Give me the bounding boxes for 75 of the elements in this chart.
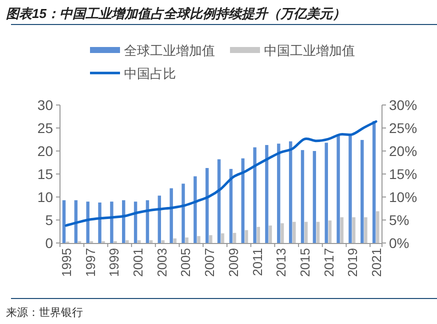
bar (221, 233, 224, 243)
bar (161, 240, 165, 243)
y2-tick-label: 20% (389, 143, 418, 159)
y2-tick-label: 30% (389, 97, 418, 113)
bar (376, 211, 380, 243)
bar (268, 226, 272, 243)
x-tick-label: 2005 (178, 248, 194, 277)
bar (170, 188, 173, 243)
x-tick-label: 2011 (250, 248, 265, 276)
bar (194, 176, 197, 243)
x-tick-label: 2003 (154, 248, 170, 277)
x-tick-label: 1999 (106, 248, 122, 277)
bar (86, 202, 90, 243)
x-tick-label: 2007 (202, 248, 218, 277)
chart-title: 图表15：中国工业增加值占全球比例持续提升（万亿美元） (6, 6, 346, 21)
bar (312, 151, 316, 243)
bar (241, 158, 244, 243)
x-tick-label: 2021 (369, 248, 384, 277)
bar (265, 145, 268, 243)
bar (288, 141, 292, 243)
bar (209, 235, 212, 243)
y2-tick-label: 5% (389, 212, 410, 228)
bar (348, 135, 352, 243)
x-tick-label: 1995 (58, 248, 74, 277)
bar (328, 220, 332, 243)
bar (340, 217, 344, 243)
bar (244, 230, 248, 243)
source-note: 来源：世界银行 (6, 306, 83, 319)
bar (173, 238, 177, 243)
y-tick-label: 10 (37, 189, 54, 205)
bar (126, 240, 129, 243)
bar (372, 121, 376, 243)
bar (364, 217, 368, 243)
bar (352, 217, 356, 243)
bar (149, 240, 153, 243)
x-tick-label: 2013 (274, 248, 289, 277)
bar (98, 202, 102, 243)
x-tick-label: 1997 (82, 248, 98, 277)
y-tick-label: 30 (37, 97, 54, 113)
y2-tick-label: 0% (389, 235, 410, 251)
y2-tick-label: 10% (389, 189, 418, 205)
bar (256, 226, 260, 243)
bar (324, 142, 328, 243)
bar (197, 236, 200, 243)
bar (110, 202, 114, 243)
x-tick-label: 2017 (321, 248, 336, 277)
y-tick-label: 0 (45, 235, 54, 251)
bar (185, 237, 188, 243)
bar (360, 140, 364, 243)
y-tick-label: 5 (45, 212, 54, 228)
bar (280, 223, 284, 243)
bar (316, 222, 320, 243)
y2-tick-label: 25% (389, 120, 418, 136)
legend-label: 中国占比 (124, 66, 176, 81)
x-tick-label: 2019 (345, 248, 360, 277)
bar (232, 232, 236, 243)
bar (300, 150, 304, 243)
bar (336, 135, 340, 243)
bar (182, 184, 185, 243)
y2-tick-label: 15% (389, 166, 418, 182)
bar (62, 200, 66, 243)
bar (253, 147, 256, 243)
legend-label: 全球工业增加值 (124, 43, 215, 58)
x-tick-label: 2001 (130, 248, 146, 277)
bar (277, 144, 280, 243)
bar (304, 222, 308, 243)
bar (205, 168, 209, 243)
bar (292, 222, 296, 243)
y-tick-label: 20 (37, 143, 54, 159)
y-tick-label: 15 (37, 166, 54, 182)
legend-label: 中国工业增加值 (264, 43, 355, 58)
bar (138, 240, 141, 243)
x-tick-label: 2009 (226, 248, 241, 277)
x-tick-label: 2015 (297, 248, 312, 277)
y-tick-label: 25 (37, 120, 54, 136)
